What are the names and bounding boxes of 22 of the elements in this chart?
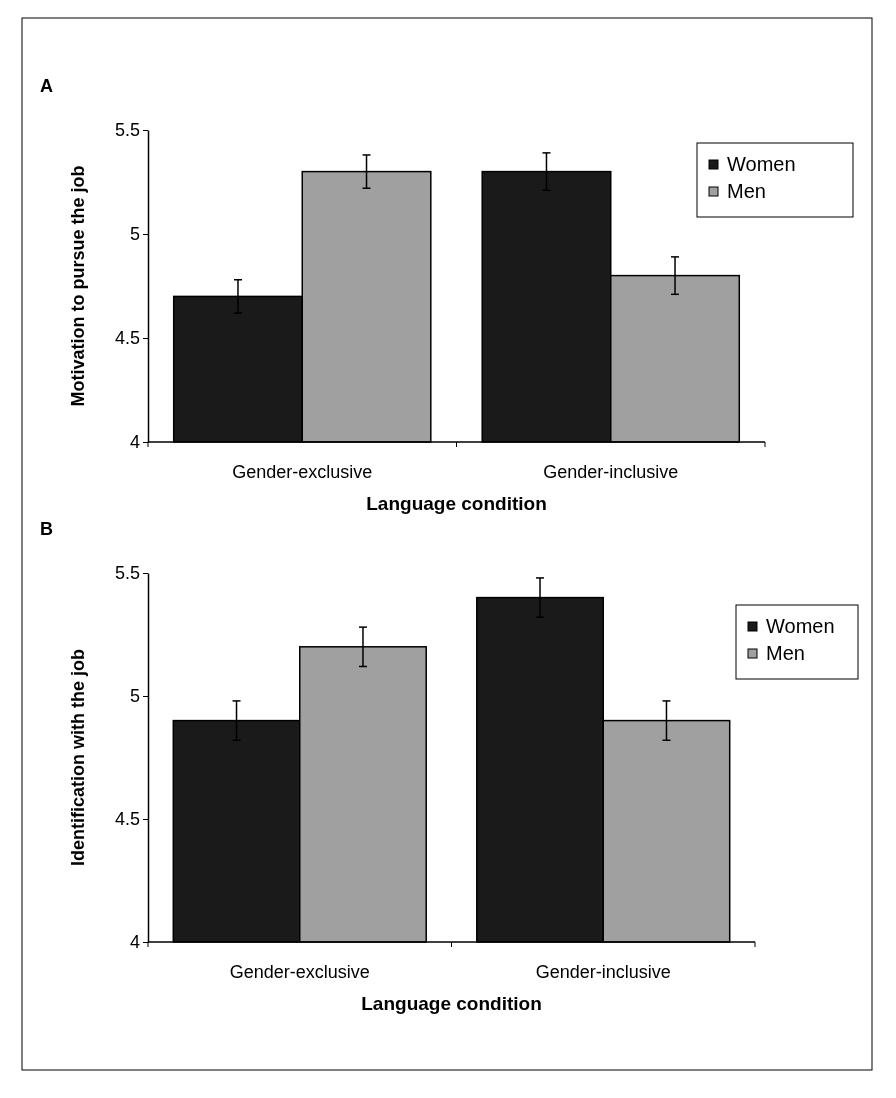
y-tick-label: 5.5 bbox=[114, 563, 140, 584]
x-tick-label: Gender-exclusive bbox=[232, 462, 373, 482]
y-tick-label: 5 bbox=[129, 224, 140, 245]
y-tick-label: 4.5 bbox=[114, 809, 140, 830]
x-axis-title: Language condition bbox=[366, 493, 547, 514]
y-tick-label: 5.5 bbox=[114, 120, 140, 141]
legend-label: Men bbox=[727, 180, 766, 202]
x-tick-label: Gender-exclusive bbox=[229, 962, 370, 982]
y-tick-label: 4 bbox=[129, 432, 140, 453]
chart-title: B bbox=[40, 519, 53, 539]
y-tick-label: 5 bbox=[129, 686, 140, 707]
x-axis-title: Language condition bbox=[361, 993, 542, 1014]
legend-label: Women bbox=[727, 153, 796, 175]
legend-label: Women bbox=[766, 615, 835, 637]
legend-label: Men bbox=[766, 642, 805, 664]
y-tick-label: 4 bbox=[129, 932, 140, 953]
y-axis-title: Identification with the job bbox=[68, 649, 88, 866]
x-tick-label: Gender-inclusive bbox=[543, 462, 679, 482]
chart-title: A bbox=[40, 76, 53, 96]
y-axis-title: Motivation to pursue the job bbox=[68, 165, 88, 407]
y-tick-label: 4.5 bbox=[114, 328, 140, 349]
x-tick-label: Gender-inclusive bbox=[535, 962, 671, 982]
